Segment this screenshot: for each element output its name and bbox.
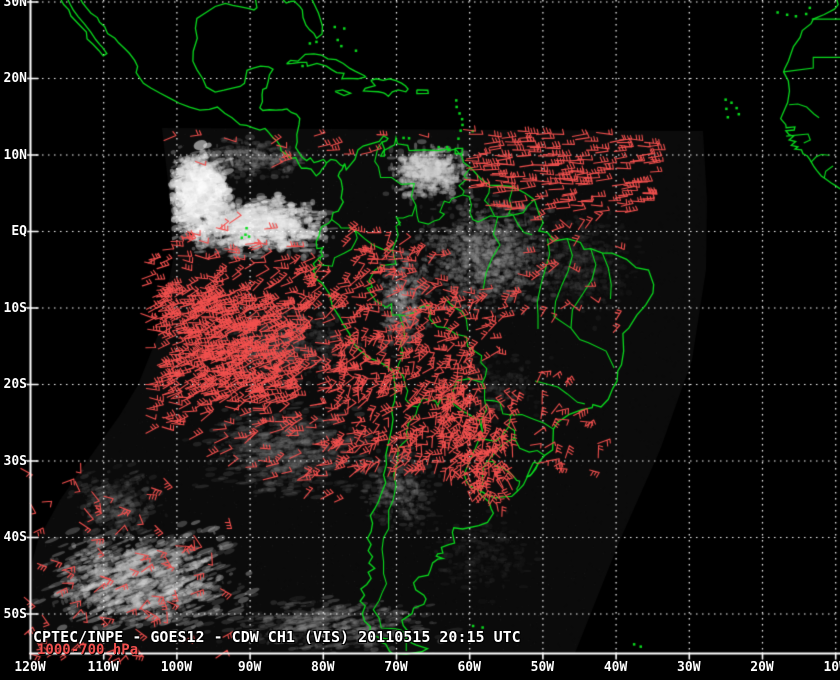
lon-label-10w: 10W [823,660,840,675]
lon-label-90w: 90W [237,660,262,675]
lat-label-10n: 10N [3,147,27,163]
pressure-level-label: 1000-700 hPa [37,642,139,658]
lon-label-100w: 100W [160,660,193,675]
lon-label-60w: 60W [457,660,481,675]
lat-label-30s: 30S [3,453,27,469]
lon-label-50w: 50W [530,660,555,675]
lat-label-20n: 20N [3,71,27,86]
lat-label-eq: EQ [11,224,27,239]
lat-label-50s: 50S [3,606,27,622]
lon-label-110w: 110W [87,660,119,675]
lon-label-120w: 120W [14,660,46,675]
lat-label-20s: 20S [3,377,27,392]
lon-label-30w: 30W [677,660,701,675]
lon-label-40w: 40W [603,660,628,675]
lat-label-40s: 40S [3,530,27,545]
lat-label-30n: 30N [3,0,27,10]
lat-label-10s: 10S [3,300,27,316]
product-title: CPTEC/INPE - GOES12 - CDW CH1 (VIS) 2011… [33,628,521,646]
lon-label-20w: 20W [750,660,774,675]
lon-label-70w: 70W [384,660,408,675]
lon-label-80w: 80W [311,660,335,675]
